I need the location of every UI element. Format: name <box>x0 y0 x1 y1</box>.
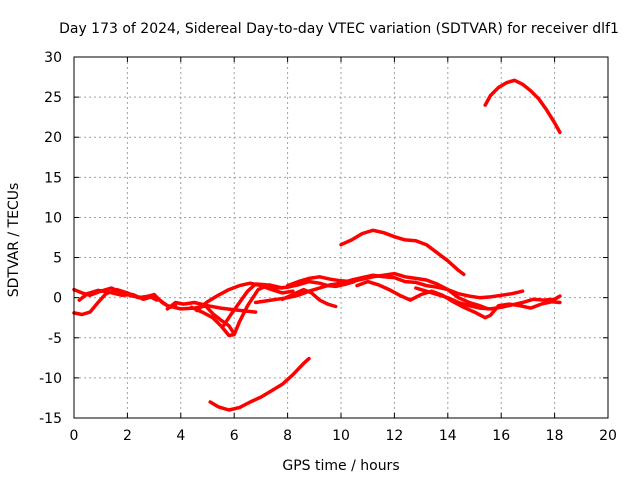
series-layer <box>72 78 562 412</box>
y-tick-label: 10 <box>44 210 62 226</box>
series-line-s15 <box>483 78 562 135</box>
x-tick-label: 18 <box>546 428 564 444</box>
y-tick-label: -15 <box>39 411 62 427</box>
series-line-s10 <box>280 287 338 309</box>
x-tick-label: 14 <box>439 428 457 444</box>
x-tick-label: 6 <box>230 428 239 444</box>
y-tick-label: 15 <box>44 170 62 186</box>
y-tick-label: 0 <box>53 291 62 307</box>
chart-title: Day 173 of 2024, Sidereal Day-to-day VTE… <box>59 21 619 37</box>
series-line-s12 <box>414 286 562 311</box>
y-tick-label: 20 <box>44 130 62 146</box>
x-tick-label: 4 <box>176 428 185 444</box>
x-tick-label: 2 <box>123 428 132 444</box>
y-tick-label: 5 <box>53 251 62 267</box>
plot-frame <box>73 56 609 419</box>
series-line-s5 <box>189 283 285 338</box>
y-tick-label: 25 <box>44 90 62 106</box>
axis-ticks: 0 2 4 6 8 10 12 14 16 18 20 -15 -10 -5 0 5 10 15 20 25 30 <box>39 50 617 444</box>
series-line-s6 <box>195 281 295 313</box>
series-line-s8 <box>253 273 525 305</box>
series-line-s14 <box>208 356 311 412</box>
y-tick-label: 30 <box>44 50 62 66</box>
x-tick-label: 0 <box>70 428 79 444</box>
x-tick-label: 10 <box>332 428 350 444</box>
y-tick-label: -5 <box>48 331 62 347</box>
y-tick-label: -10 <box>39 371 62 387</box>
x-axis-label: GPS time / hours <box>282 458 399 474</box>
x-tick-label: 20 <box>599 428 617 444</box>
x-tick-label: 16 <box>492 428 510 444</box>
x-tick-label: 8 <box>283 428 292 444</box>
series-line-s3 <box>77 288 258 314</box>
series-line-s9 <box>285 271 490 311</box>
x-tick-label: 12 <box>385 428 403 444</box>
series-line-s13 <box>339 228 466 277</box>
y-axis-label: SDTVAR / TECUs <box>6 183 22 298</box>
series-line-s11 <box>355 279 562 320</box>
